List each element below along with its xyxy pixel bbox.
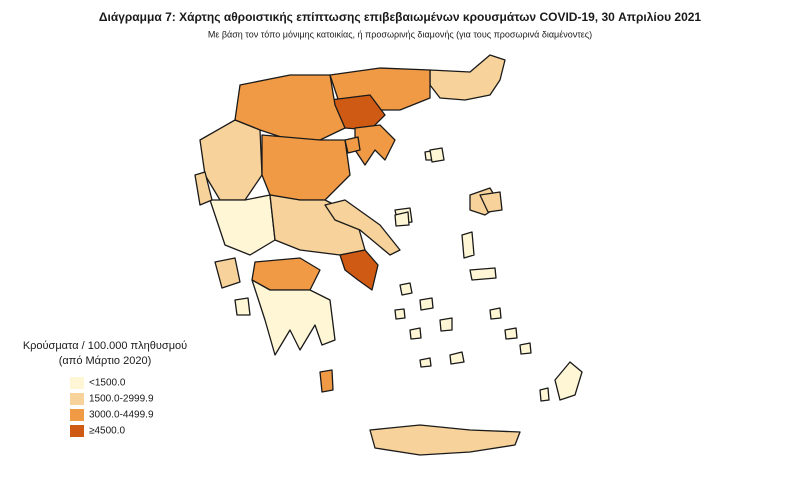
region xyxy=(324,199,401,256)
greece-map xyxy=(194,54,583,456)
region xyxy=(519,342,532,355)
region xyxy=(489,307,502,320)
legend-swatch xyxy=(70,425,84,437)
region xyxy=(394,308,406,320)
legend-title: Κρούσματα / 100.000 πληθυσμού xyxy=(23,340,187,352)
region xyxy=(429,54,506,101)
region xyxy=(214,257,241,289)
region xyxy=(194,171,213,206)
legend-swatch xyxy=(70,393,84,405)
region xyxy=(461,231,475,259)
region xyxy=(504,327,518,340)
subtitle: Με βάση τον τόπο μόνιμης κατοικίας, ή πρ… xyxy=(208,29,592,39)
region xyxy=(199,119,263,201)
region xyxy=(209,194,276,256)
region xyxy=(449,351,465,365)
region xyxy=(539,387,550,402)
legend-swatch xyxy=(70,409,84,421)
region xyxy=(369,424,521,456)
region xyxy=(251,279,336,356)
legend-label: 1500.0-2999.9 xyxy=(89,394,154,405)
region xyxy=(554,361,583,401)
region xyxy=(469,267,497,281)
legend-label: 3000.0-4499.9 xyxy=(89,410,154,421)
region xyxy=(399,282,413,296)
region xyxy=(479,191,503,213)
legend-title: (από Μάρτιο 2020) xyxy=(59,355,152,367)
region xyxy=(261,134,351,201)
region xyxy=(354,124,396,166)
legend: <1500.0 1500.0-2999.9 3000.0-4499.9 ≥4500.0 xyxy=(70,377,154,437)
region xyxy=(419,357,432,368)
region xyxy=(234,297,251,316)
region xyxy=(429,147,445,163)
region xyxy=(339,249,379,291)
title: Διάγραμμα 7: Χάρτης αθροιστικής επίπτωση… xyxy=(99,10,702,24)
region xyxy=(409,327,422,340)
region xyxy=(394,211,410,227)
region xyxy=(344,136,361,154)
region xyxy=(319,369,334,393)
legend-swatch xyxy=(70,377,84,389)
region xyxy=(419,297,434,311)
legend-label: <1500.0 xyxy=(89,378,126,389)
legend-label: ≥4500.0 xyxy=(89,426,126,437)
region xyxy=(439,317,453,332)
